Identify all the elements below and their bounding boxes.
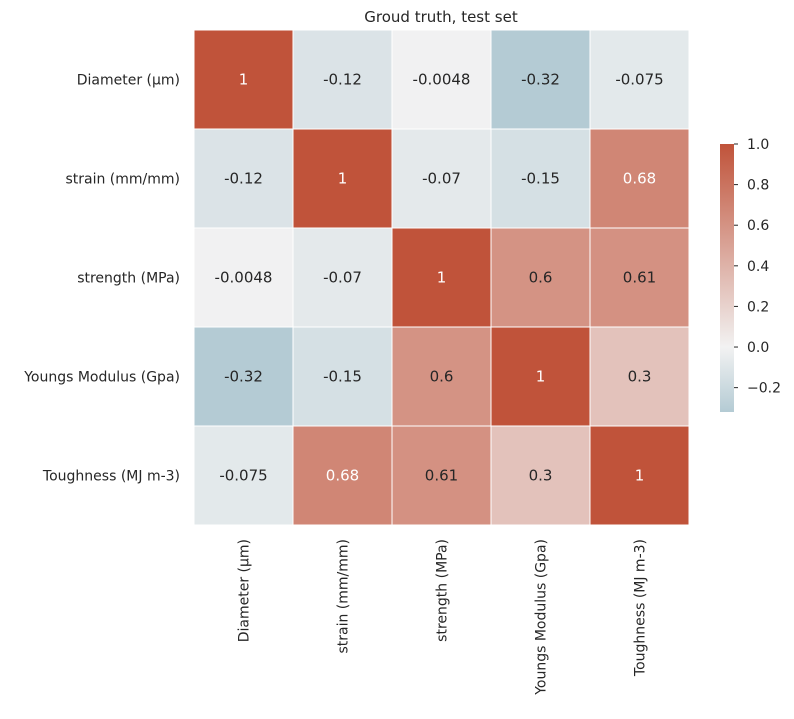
- column-tick-label: strain (mm/mm): [336, 539, 352, 654]
- heatmap-cell: [589, 29, 690, 130]
- colorbar-tick-label: 0.2: [747, 299, 769, 315]
- heatmap-cell: [589, 326, 690, 427]
- row-tick-label: Youngs Modulus (Gpa): [23, 370, 180, 386]
- heatmap-cell: [391, 128, 492, 229]
- colorbar-tick-label: 0.4: [747, 259, 769, 275]
- heatmap-cell: [589, 425, 690, 526]
- column-tick-label: Toughness (MJ m-3): [633, 539, 649, 677]
- cell-value-label: 1: [239, 71, 249, 89]
- column-tick-label: strength (MPa): [435, 539, 451, 642]
- colorbar-tick-label: 0.6: [747, 218, 769, 234]
- cell-value-label: -0.15: [323, 368, 362, 386]
- heatmap-cell: [391, 425, 492, 526]
- cell-value-label: 0.68: [326, 467, 359, 485]
- heatmap-cells: 1 -0.12 -0.0048 -0.32 -0.075 -0.12 1 -0.07 -0.15…: [193, 29, 690, 526]
- cell-value-label: 1: [635, 467, 645, 485]
- heatmap-cell: [490, 227, 591, 328]
- colorbar-tick-label: 0.8: [747, 178, 769, 194]
- cell-value-label: 0.3: [628, 368, 652, 386]
- row-tick-label: strain (mm/mm): [65, 172, 180, 188]
- row-tick-label: Toughness (MJ m-3): [42, 469, 180, 485]
- row-tick-label: Diameter (µm): [77, 73, 180, 89]
- heatmap-cell: [391, 326, 492, 427]
- colorbar-tick-label: −0.2: [747, 381, 781, 397]
- cell-value-label: -0.0048: [215, 269, 273, 287]
- cell-value-label: 1: [536, 368, 546, 386]
- cell-value-label: -0.0048: [413, 71, 471, 89]
- heatmap-cell: [391, 29, 492, 130]
- cell-value-label: 1: [437, 269, 447, 287]
- cell-value-label: -0.075: [615, 71, 663, 89]
- cell-value-label: -0.12: [323, 71, 362, 89]
- heatmap-cell: [490, 326, 591, 427]
- heatmap-cell: [292, 227, 393, 328]
- cell-value-label: -0.12: [224, 170, 263, 188]
- cell-value-label: 1: [338, 170, 348, 188]
- heatmap-cell: [490, 29, 591, 130]
- colorbar-gradient: [720, 144, 734, 412]
- cell-value-label: 0.3: [529, 467, 553, 485]
- heatmap-cell: [193, 128, 294, 229]
- cell-value-label: -0.075: [219, 467, 267, 485]
- colorbar-tick-label: 1.0: [747, 137, 769, 153]
- colorbar-tick-label: 0.0: [747, 340, 769, 356]
- cell-value-label: -0.32: [521, 71, 560, 89]
- cell-value-label: 0.6: [430, 368, 454, 386]
- heatmap-cell: [292, 425, 393, 526]
- heatmap-cell: [292, 29, 393, 130]
- heatmap-cell: [391, 227, 492, 328]
- column-tick-label: Youngs Modulus (Gpa): [534, 539, 550, 696]
- cell-value-label: -0.07: [422, 170, 461, 188]
- cell-value-label: -0.07: [323, 269, 362, 287]
- row-tick-label: strength (MPa): [77, 271, 180, 287]
- colorbar: 1.0 0.8 0.6 0.4 0.2 0.0 −0.2: [720, 137, 781, 412]
- column-labels: Diameter (µm) strain (mm/mm) strength (MPa…: [237, 539, 649, 696]
- heatmap-cell: [589, 128, 690, 229]
- heatmap-cell: [193, 425, 294, 526]
- cell-value-label: -0.32: [224, 368, 263, 386]
- cell-value-label: 0.61: [623, 269, 656, 287]
- row-labels: Diameter (µm) strain (mm/mm) strength (MPa…: [23, 73, 180, 485]
- cell-value-label: 0.6: [529, 269, 553, 287]
- cell-value-label: 0.61: [425, 467, 458, 485]
- cell-value-label: -0.15: [521, 170, 560, 188]
- heatmap-cell: [292, 326, 393, 427]
- heatmap-cell: [193, 326, 294, 427]
- heatmap-cell: [589, 227, 690, 328]
- heatmap-cell: [193, 29, 294, 130]
- chart-title: Groud truth, test set: [364, 8, 518, 26]
- column-tick-label: Diameter (µm): [237, 539, 253, 642]
- colorbar-ticks: 1.0 0.8 0.6 0.4 0.2 0.0 −0.2: [734, 137, 781, 397]
- cell-value-label: 0.68: [623, 170, 656, 188]
